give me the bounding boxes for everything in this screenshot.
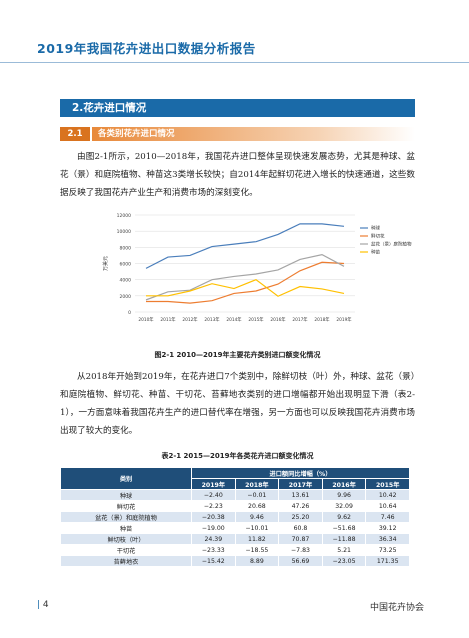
table-cell: −0.01 (234, 489, 280, 501)
legend-label: 种球 (371, 225, 380, 232)
table-cell: −23.05 (321, 555, 367, 567)
section-title: 2.花卉进口情况 (60, 99, 415, 117)
table-cell: 8.89 (234, 555, 280, 567)
subsection-title: 各类别花卉进口情况 (92, 127, 415, 141)
legend-label: 鲜切花 (371, 233, 385, 240)
table-cell: −19.00 (191, 522, 236, 534)
table-cell: 73.25 (365, 544, 410, 556)
table-cell: 25.20 (278, 511, 323, 523)
table-cell: 11.82 (234, 533, 280, 545)
table-row: 盆花（景）和庭院植物 −20.38 9.46 25.20 9.62 7.46 (60, 511, 410, 523)
table-row: 鲜切花 −2.23 20.68 47.26 32.09 10.64 (60, 500, 410, 512)
x-tick-label: 2014年 (226, 316, 242, 323)
table-cell: 47.26 (278, 500, 323, 512)
table-row: 干切花 −23.33 −18.55 −7.83 5.21 73.25 (60, 544, 410, 556)
x-tick-label: 2016年 (270, 316, 286, 323)
page-number-text: 4 (42, 600, 49, 610)
table-cell: 10.42 (365, 489, 410, 501)
table-cell: −15.42 (191, 555, 236, 567)
legend-label: 种苗 (371, 249, 380, 256)
x-tick-label: 2018年 (314, 316, 330, 323)
x-tick-label: 2012年 (182, 316, 198, 323)
table-cell: 56.69 (278, 555, 323, 567)
table-cell: −51.68 (321, 522, 367, 534)
x-tick-label: 2013年 (204, 316, 220, 323)
header-title: 2019年我国花卉进出口数据分析报告 (37, 41, 256, 56)
y-tick-label: 8000 (120, 245, 132, 251)
table-cell: 鲜切枝（叶） (60, 533, 192, 545)
subsection-number: 2.1 (60, 127, 90, 141)
data-table: 类别 进口额同比增幅（%） 2019年 2018年 2017年 2016年 2015年 种球 −… (60, 467, 410, 567)
table-cell: 171.35 (365, 555, 410, 567)
x-tick-label: 2019年 (336, 316, 352, 323)
header-cell: 2016年 (321, 478, 367, 490)
table-row: 苔藓地衣 −15.42 8.89 56.69 −23.05 171.35 (60, 555, 410, 567)
header-rule (0, 62, 469, 63)
table-cell: 20.68 (234, 500, 280, 512)
figure-caption: 图2-1 2010—2019年主要花卉类别进口额变化情况 (154, 351, 321, 359)
table-cell: 39.12 (365, 522, 410, 534)
table-cell: 13.61 (278, 489, 323, 501)
footer-org: 中国花卉协会 (370, 603, 425, 613)
table-cell: 60.8 (278, 522, 323, 534)
table-cell: 9.46 (234, 511, 280, 523)
y-tick-label: 6000 (120, 262, 132, 268)
y-axis-label: 万美元 (102, 256, 109, 271)
y-tick-label: 10000 (117, 229, 131, 235)
x-tick-label: 2015年 (248, 316, 264, 323)
paragraph: 从2018年开始到2019年，在花卉进口7个类别中，除鲜切枝（叶）外，种球、盆花… (60, 372, 415, 436)
table-cell: 鲜切花 (60, 500, 192, 512)
table-cell: 苔藓地衣 (60, 555, 192, 567)
table-row: 种球 −2.40 −0.01 13.61 9.96 10.42 (60, 489, 410, 501)
table-cell: −2.23 (191, 500, 236, 512)
table-caption: 表2-1 2015—2019年各类花卉进口额变化情况 (161, 452, 314, 460)
table-cell: −7.83 (278, 544, 323, 556)
page-number: | 4 (37, 600, 49, 610)
table-cell: 36.34 (365, 533, 410, 545)
series-line (146, 261, 345, 304)
header-cell: 类别 (60, 467, 192, 490)
series-line (145, 253, 345, 301)
series-line (146, 278, 345, 297)
table-row: 种苗 −19.00 −10.01 60.8 −51.68 39.12 (60, 522, 410, 534)
y-tick-label: 4000 (120, 278, 132, 284)
header-cell: 2018年 (234, 478, 280, 490)
legend-label: 盆花（景）庭院植物 (371, 241, 412, 248)
table-cell: 盆花（景）和庭院植物 (60, 511, 192, 523)
table-cell: −23.33 (191, 544, 236, 556)
y-tick-label: 2000 (120, 294, 132, 300)
x-tick-label: 2011年 (160, 316, 176, 323)
header-cell: 2019年 (191, 478, 236, 490)
table-cell: 7.46 (365, 511, 410, 523)
table-cell: −18.55 (234, 544, 280, 556)
header-row: 2019年 2018年 2017年 2016年 2015年 (61, 478, 410, 490)
table-cell: −10.01 (234, 522, 280, 534)
series-line (145, 223, 345, 269)
table-cell: 32.09 (321, 500, 367, 512)
table-cell: −11.88 (321, 533, 367, 545)
table-cell: 9.96 (321, 489, 367, 501)
table-cell: 种苗 (60, 522, 192, 534)
header-row: 类别 进口额同比增幅（%） (60, 467, 410, 490)
table-cell: −2.40 (191, 489, 236, 501)
x-tick-label: 2010年 (138, 316, 154, 323)
table-row: 鲜切枝（叶） 24.39 11.82 70.87 −11.88 36.34 (60, 533, 410, 545)
table-cell: 70.87 (278, 533, 323, 545)
paragraph: 由图2-1所示，2010—2018年，我国花卉进口整体呈现快速发展态势，尤其是种… (60, 152, 415, 198)
table-cell: 干切花 (60, 544, 192, 556)
table-cell: 5.21 (321, 544, 367, 556)
table-cell: −20.38 (191, 511, 236, 523)
table-cell: 种球 (60, 489, 192, 501)
header-cell: 2017年 (278, 478, 323, 490)
table-cell: 24.39 (191, 533, 236, 545)
x-tick-label: 2017年 (292, 316, 308, 323)
header-cell: 2015年 (365, 478, 410, 490)
chart: 0 2000 4000 6000 8000 10000 12000 万美元 2010年 2011年… (102, 213, 412, 323)
header-cell: 进口额同比增幅（%） (191, 467, 410, 479)
table-cell: 9.62 (321, 511, 367, 523)
table-cell: 10.64 (365, 500, 410, 512)
y-tick-label: 12000 (117, 213, 131, 219)
y-tick-label: 0 (128, 310, 131, 316)
